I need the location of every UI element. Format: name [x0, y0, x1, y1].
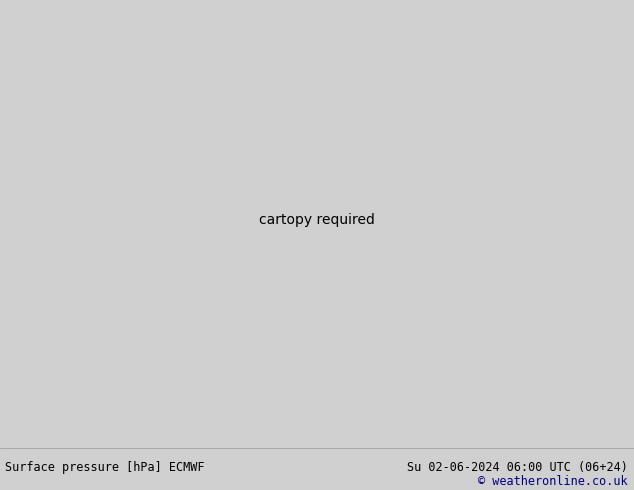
Text: Surface pressure [hPa] ECMWF: Surface pressure [hPa] ECMWF: [5, 461, 205, 474]
Text: cartopy required: cartopy required: [259, 213, 375, 227]
Text: Su 02-06-2024 06:00 UTC (06+24): Su 02-06-2024 06:00 UTC (06+24): [407, 461, 628, 474]
Text: © weatheronline.co.uk: © weatheronline.co.uk: [478, 475, 628, 488]
